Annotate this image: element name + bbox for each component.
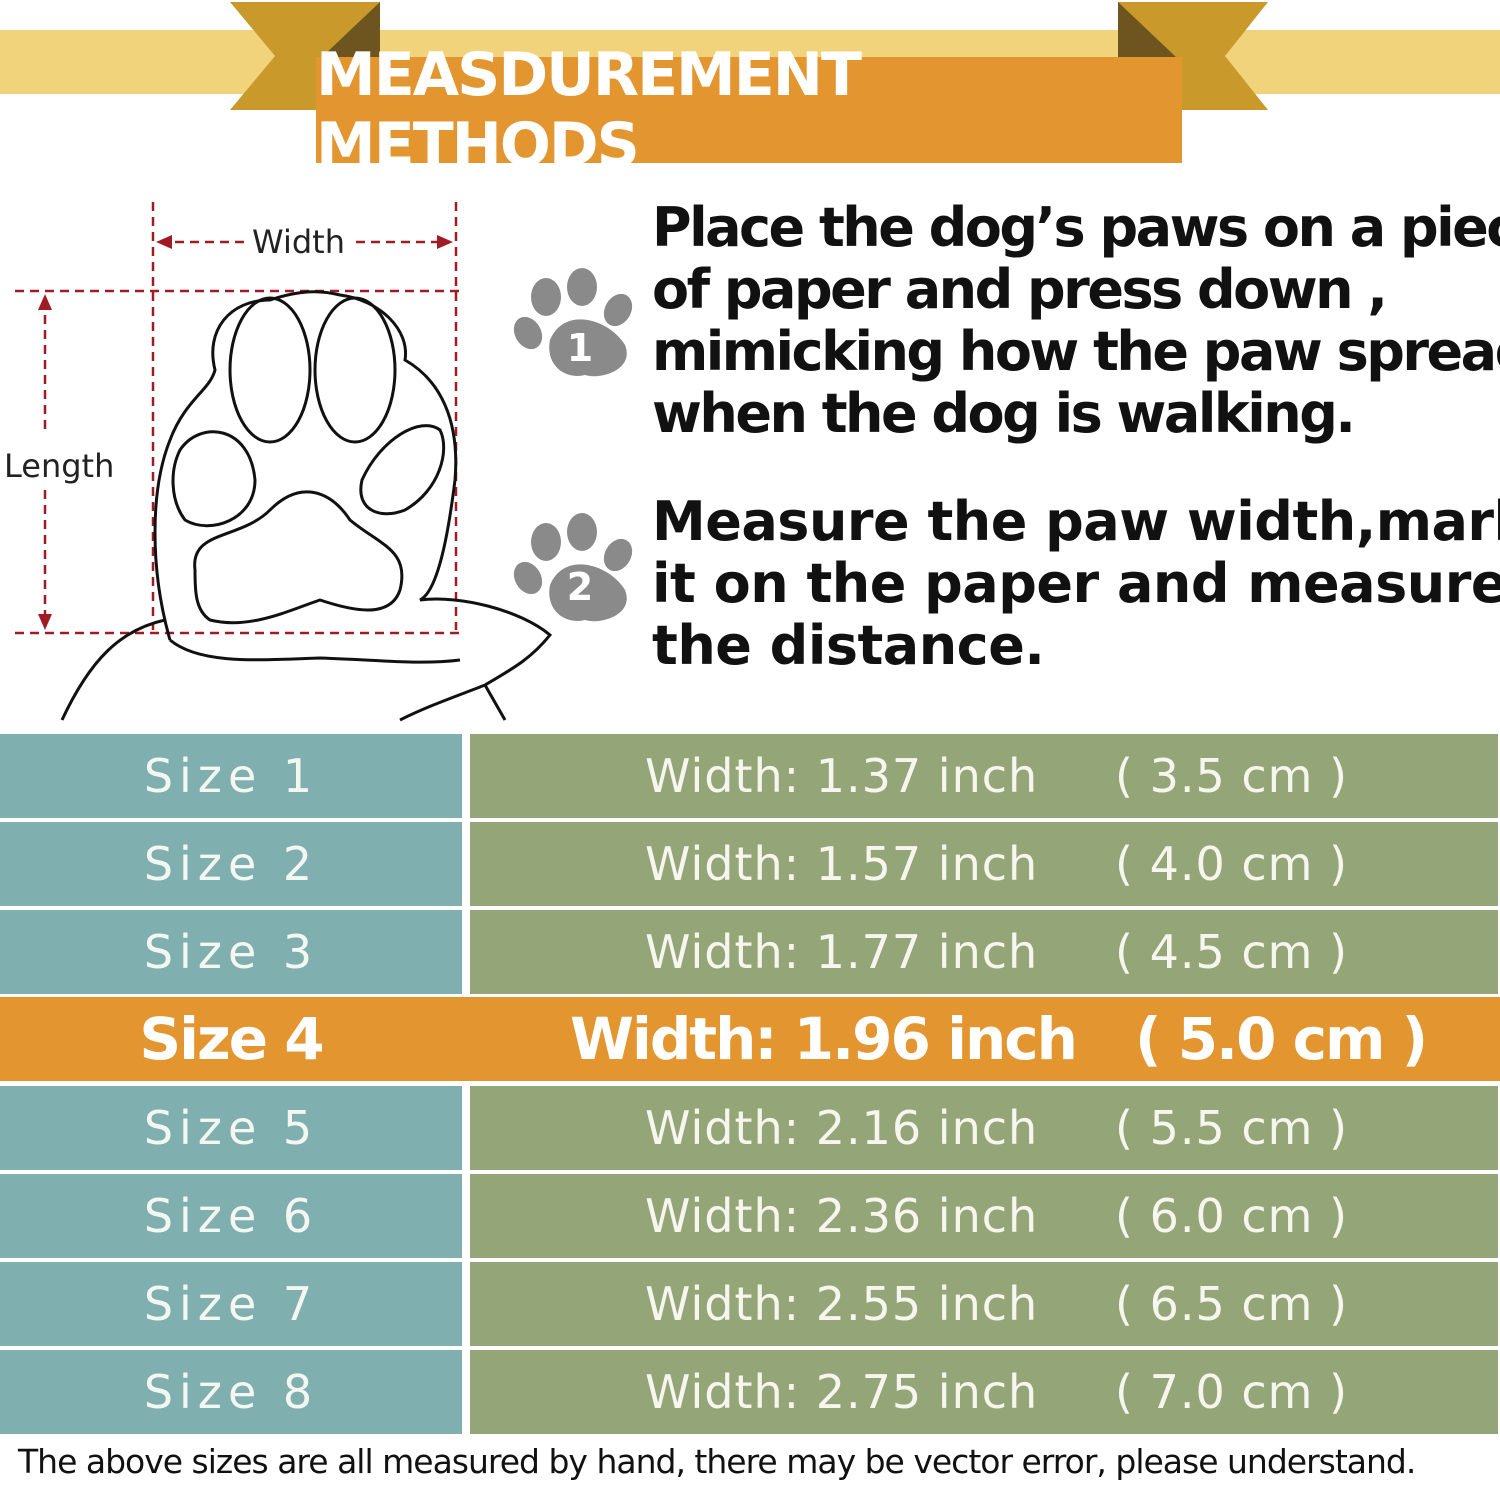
step-line: of paper and press down , (652, 258, 1388, 321)
size-label: Size 8 (0, 1350, 462, 1434)
width-cell: Width: 1.37 inch ( 3.5 cm ) (470, 734, 1498, 818)
width-inch: Width: 1.57 inch (645, 837, 1039, 891)
step-2-text: Measure the paw width,mark it on the pap… (652, 491, 1500, 677)
paw-icon-2: 2 (513, 513, 633, 622)
width-cell: Width: 2.75 inch ( 7.0 cm ) (470, 1350, 1498, 1434)
width-cell: Width: 2.55 inch ( 6.5 cm ) (470, 1262, 1498, 1346)
size-label: Size 5 (0, 1086, 462, 1170)
width-inch: Width: 1.37 inch (645, 749, 1039, 803)
width-cm: ( 7.0 cm ) (1115, 1365, 1349, 1419)
width-cell: Width: 1.57 inch ( 4.0 cm ) (470, 822, 1498, 906)
width-inch: Width: 2.75 inch (645, 1365, 1039, 1419)
step-line: the distance. (652, 614, 1045, 677)
size-label: Size 3 (0, 910, 462, 994)
width-cell: Width: 2.36 inch ( 6.0 cm ) (470, 1174, 1498, 1258)
width-inch: Width: 2.16 inch (645, 1101, 1039, 1155)
size-label: Size 1 (0, 734, 462, 818)
step-line: Measure the paw width,mark (652, 490, 1500, 553)
width-inch: Width: 2.36 inch (645, 1189, 1039, 1243)
width-cm: ( 5.0 cm ) (1135, 1005, 1428, 1073)
size-row: Size 4 Width: 1.96 inch ( 5.0 cm ) (0, 997, 1500, 1081)
size-row: Size 7 Width: 2.55 inch ( 6.5 cm ) (0, 1262, 1500, 1346)
width-inch: Width: 1.96 inch (570, 1005, 1078, 1073)
step-1-text: Place the dog’s paws on a piece of paper… (652, 197, 1500, 445)
width-cm: ( 6.0 cm ) (1115, 1189, 1349, 1243)
paw-icon-1: 1 (513, 268, 633, 377)
step-line: mimicking how the paw spreads (652, 320, 1500, 383)
footer-note: The above sizes are all measured by hand… (18, 1442, 1416, 1481)
banner-title: MEASDUREMENT METHODS (316, 40, 1182, 180)
paw-measure-diagram: Width Length (4, 202, 553, 722)
size-row: Size 2 Width: 1.57 inch ( 4.0 cm ) (0, 822, 1500, 906)
width-cm: ( 4.0 cm ) (1115, 837, 1349, 891)
width-cm: ( 4.5 cm ) (1115, 925, 1349, 979)
step-line: it on the paper and measure (652, 552, 1500, 615)
width-cell: Width: 1.96 inch ( 5.0 cm ) (470, 997, 1498, 1081)
step-line: when the dog is walking. (652, 382, 1356, 445)
size-row: Size 6 Width: 2.36 inch ( 6.0 cm ) (0, 1174, 1500, 1258)
size-row: Size 5 Width: 2.16 inch ( 5.5 cm ) (0, 1086, 1500, 1170)
size-label: Size 2 (0, 822, 462, 906)
size-row: Size 3 Width: 1.77 inch ( 4.5 cm ) (0, 910, 1500, 994)
size-row: Size 8 Width: 2.75 inch ( 7.0 cm ) (0, 1350, 1500, 1434)
width-cm: ( 6.5 cm ) (1115, 1277, 1349, 1331)
width-label: Width (252, 223, 345, 261)
size-row: Size 1 Width: 1.37 inch ( 3.5 cm ) (0, 734, 1500, 818)
size-label: Size 6 (0, 1174, 462, 1258)
length-label: Length (4, 447, 114, 485)
size-label: Size 4 (0, 997, 462, 1081)
width-inch: Width: 2.55 inch (645, 1277, 1039, 1331)
step-line: Place the dog’s paws on a piece (652, 196, 1500, 259)
width-cell: Width: 1.77 inch ( 4.5 cm ) (470, 910, 1498, 994)
width-cm: ( 5.5 cm ) (1115, 1101, 1349, 1155)
width-cell: Width: 2.16 inch ( 5.5 cm ) (470, 1086, 1498, 1170)
width-cm: ( 3.5 cm ) (1115, 749, 1349, 803)
size-label: Size 7 (0, 1262, 462, 1346)
svg-text:1: 1 (567, 326, 593, 370)
width-inch: Width: 1.77 inch (645, 925, 1039, 979)
svg-text:2: 2 (567, 565, 593, 609)
